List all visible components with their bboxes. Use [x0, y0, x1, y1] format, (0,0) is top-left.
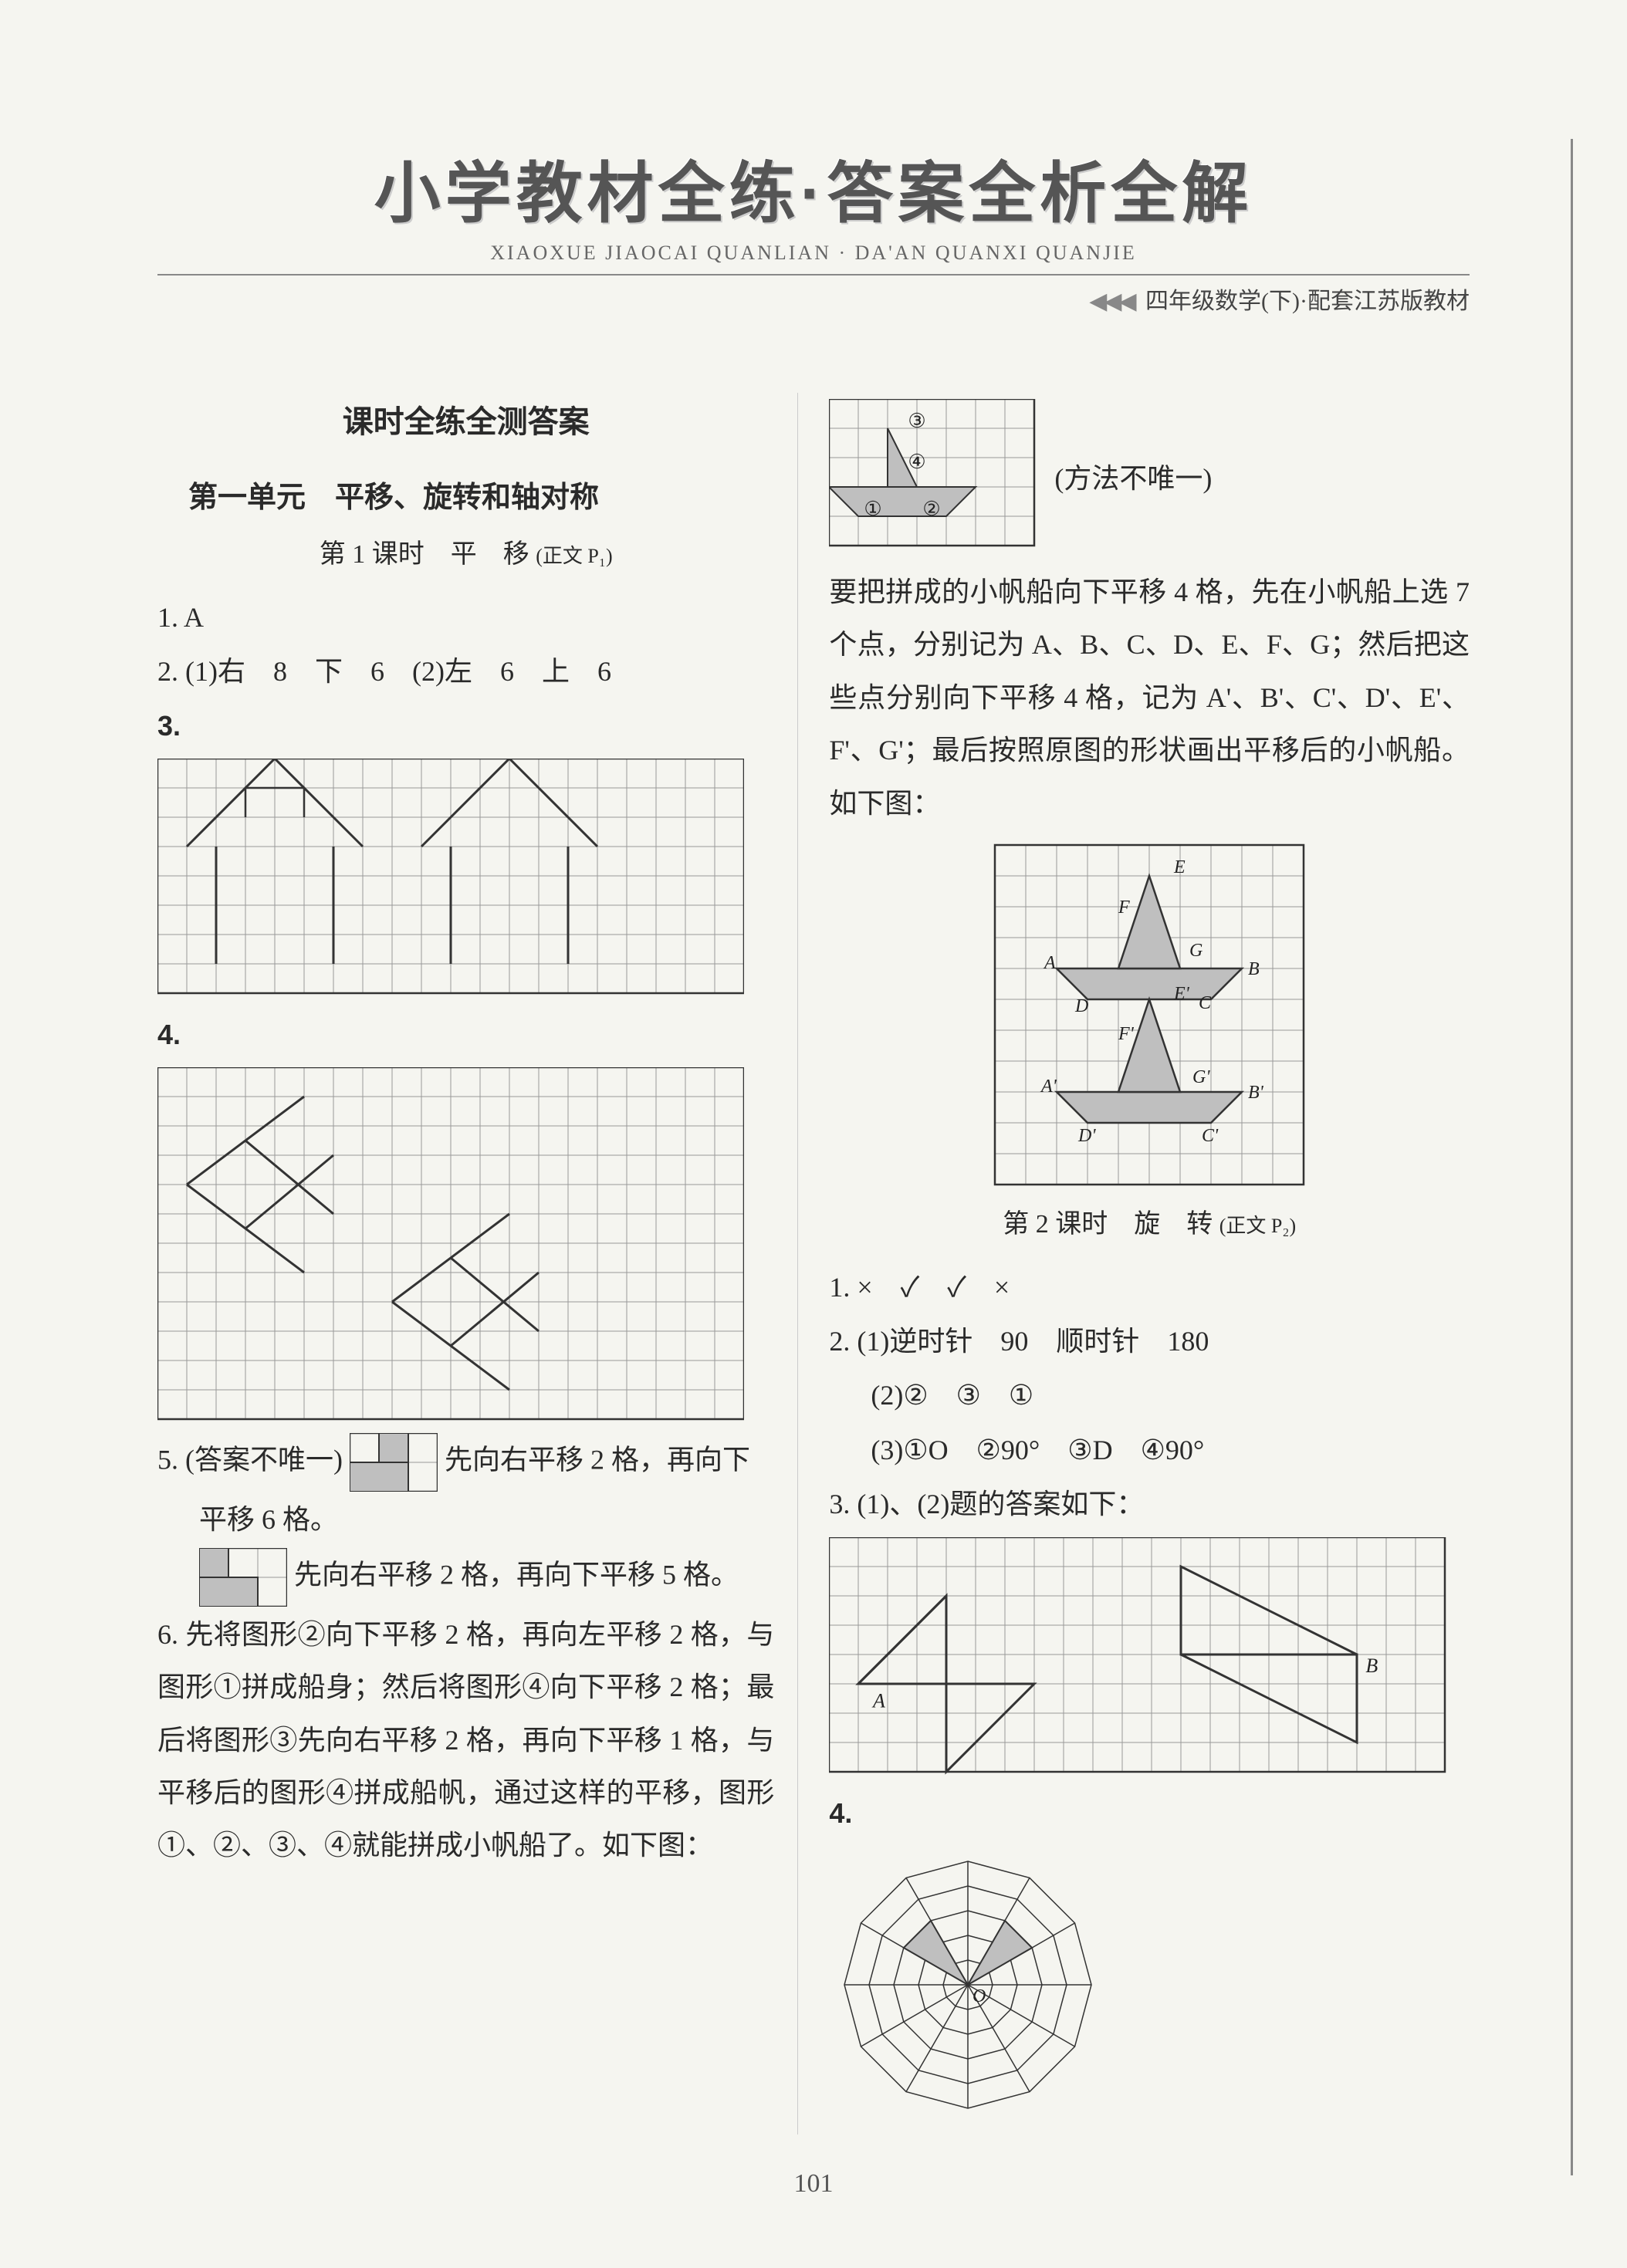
svg-text:②: ②: [923, 498, 941, 520]
note-method: (方法不唯一): [1054, 452, 1212, 505]
svg-text:E: E: [1173, 857, 1186, 877]
r-q2-3: (3)①O ②90° ③D ④90°: [829, 1424, 1470, 1476]
page-number: 101: [0, 2169, 1627, 2199]
svg-text:D': D': [1077, 1126, 1096, 1146]
q4-label: 4.: [157, 1019, 181, 1050]
q1: 1. A: [157, 591, 774, 644]
q5-line3: 先向右平移 2 格，再向下平移 5 格。: [157, 1548, 774, 1607]
svg-text:F': F': [1118, 1024, 1135, 1044]
grade-info: 四年级数学(下)·配套江苏版教材: [1145, 289, 1470, 314]
r-q2-2: (2)② ③ ①: [829, 1369, 1470, 1421]
svg-text:F: F: [1118, 897, 1130, 918]
section-title: 课时全练全测答案: [157, 393, 774, 451]
q5-line2: 平移 6 格。: [157, 1493, 774, 1546]
svg-text:④: ④: [908, 451, 926, 473]
q5-shape-b: [199, 1548, 287, 1607]
lesson2-title: 第 2 课时 旋 转 (正文 P₂): [829, 1200, 1470, 1250]
q6: 6. 先将图形②向下平移 2 格，再向左平移 2 格，与图形①拼成船身；然后将图…: [157, 1608, 774, 1872]
r-q4-label: 4.: [829, 1797, 852, 1829]
svg-text:G: G: [1189, 941, 1202, 961]
arrow-decoration: ◀◀◀: [1089, 289, 1133, 314]
main-title: 小学教材全练·答案全析全解: [157, 139, 1470, 235]
r-q1: 1. × ✓ ✓ ×: [829, 1261, 1470, 1313]
q4-diagram: [157, 1067, 744, 1422]
q5: 5. (答案不唯一) 先向右平移 2 格，再向下: [157, 1433, 774, 1492]
svg-text:A: A: [871, 1689, 885, 1712]
lesson1-title: 第 1 课时 平 移 (正文 P₁): [157, 530, 774, 580]
svg-text:B: B: [1248, 959, 1260, 979]
pinyin-subtitle: XIAOXUE JIAOCAI QUANLIAN · DA'AN QUANXI …: [490, 242, 1136, 265]
svg-text:A: A: [1043, 953, 1056, 973]
q2: 2. (1)右 8 下 6 (2)左 6 上 6: [157, 645, 774, 698]
r-q3: 3. (1)、(2)题的答案如下：: [829, 1478, 1470, 1530]
svg-text:C: C: [1199, 993, 1212, 1013]
q3-diagram: [157, 759, 744, 998]
svg-text:B: B: [1366, 1654, 1378, 1676]
right-column: ③ ④ ① ② (方法不唯一) 要把拼成的小帆船向下平移 4 格，先在小帆船上选 7 …: [829, 393, 1470, 2134]
svg-text:B': B': [1248, 1083, 1264, 1103]
left-column: 课时全练全测答案 第一单元 平移、旋转和轴对称 第 1 课时 平 移 (正文 P…: [157, 393, 798, 2134]
r-q4-diagram: O: [829, 1846, 1107, 2124]
q3-label: 3.: [157, 710, 181, 742]
right-para1: 要把拼成的小帆船向下平移 4 格，先在小帆船上选 7 个点，分别记为 A、B、C…: [829, 566, 1470, 830]
svg-text:O: O: [972, 1986, 986, 2006]
svg-text:G': G': [1192, 1067, 1210, 1087]
r-q2-1: 2. (1)逆时针 90 顺时针 180: [829, 1315, 1470, 1367]
svg-text:③: ③: [908, 410, 926, 432]
boat-translate-diagram: E F A G B D E' C F' A' G' B' D' C': [987, 837, 1311, 1192]
unit-title: 第一单元 平移、旋转和轴对称: [188, 470, 774, 526]
q5-shape-a: [350, 1433, 438, 1492]
svg-text:①: ①: [864, 498, 882, 520]
r-q3-diagram: AB: [829, 1537, 1446, 1776]
svg-text:E': E': [1173, 984, 1190, 1004]
boat-assembly-diagram: ③ ④ ① ②: [829, 399, 1045, 553]
svg-text:D: D: [1074, 996, 1088, 1016]
svg-text:C': C': [1202, 1126, 1219, 1146]
svg-text:A': A': [1040, 1077, 1057, 1097]
